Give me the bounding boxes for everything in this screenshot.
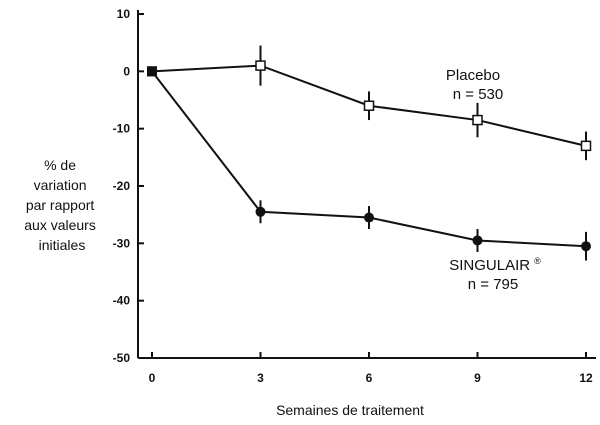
singulair-n-label: n = 795 xyxy=(468,276,518,293)
point-singulair xyxy=(581,241,591,252)
point-placebo xyxy=(255,60,266,71)
placebo-n-label: n = 530 xyxy=(453,86,503,103)
x-tick-label: 6 xyxy=(366,371,373,385)
point-placebo xyxy=(580,140,592,152)
y-axis-title-line-3: par rapport xyxy=(26,197,95,213)
y-ticks: 10 0 -10 -20 -30 -40 -50 xyxy=(113,7,144,365)
x-tick-label: 0 xyxy=(149,371,156,385)
series-placebo xyxy=(147,45,592,161)
y-tick-label: -40 xyxy=(113,294,131,308)
y-axis-title-line-5: initiales xyxy=(39,237,86,253)
x-tick-label: 12 xyxy=(579,371,593,385)
axes xyxy=(137,10,596,359)
point-singulair xyxy=(472,235,483,246)
y-axis-title-line-1: % de xyxy=(44,157,76,173)
x-tick-label: 9 xyxy=(474,371,481,385)
y-tick-label: 0 xyxy=(123,64,130,78)
y-axis-title-line-2: variation xyxy=(34,177,87,193)
x-ticks: 0 3 6 9 12 xyxy=(149,352,593,385)
placebo-label: Placebo xyxy=(446,67,500,84)
point-singulair xyxy=(147,66,157,77)
x-tick-label: 3 xyxy=(257,371,264,385)
y-axis-title: % de variation par rapport aux valeurs i… xyxy=(24,157,99,253)
series-singulair xyxy=(147,66,591,261)
y-tick-label: 10 xyxy=(117,7,131,21)
point-singulair xyxy=(255,206,266,217)
x-axis-title: Semaines de traitement xyxy=(276,402,424,418)
series-layer xyxy=(147,45,592,261)
y-tick-label: -30 xyxy=(113,236,131,250)
singulair-label: SINGULAIR ® xyxy=(449,256,541,274)
point-placebo xyxy=(472,114,483,126)
y-axis-title-line-4: aux valeurs xyxy=(24,217,96,233)
point-placebo xyxy=(363,100,375,111)
y-tick-label: -10 xyxy=(113,122,131,136)
singulair-name: SINGULAIR xyxy=(449,257,530,274)
singulair-reg-mark: ® xyxy=(534,256,541,266)
y-tick-label: -50 xyxy=(113,351,131,365)
y-tick-label: -20 xyxy=(113,179,131,193)
point-singulair xyxy=(364,212,374,223)
